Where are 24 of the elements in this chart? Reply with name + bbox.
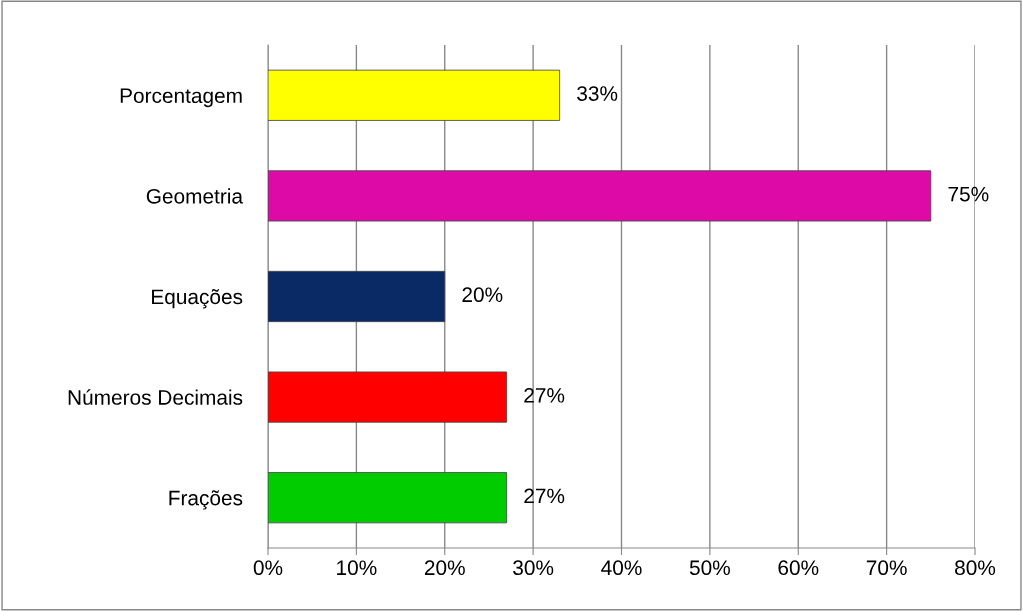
x-tick-label: 80% — [955, 560, 996, 576]
x-tick-label: 40% — [601, 560, 642, 576]
y-tick-label: Equações — [152, 289, 243, 309]
bar — [268, 170, 932, 222]
y-tick-label: Números Decimais — [68, 389, 243, 405]
x-tick-label: 60% — [778, 560, 819, 576]
x-tick-label: 0% — [253, 560, 283, 576]
x-tick-label: 10% — [337, 560, 377, 576]
bar — [268, 270, 446, 323]
x-tick-label: 30% — [513, 560, 554, 576]
y-tick-label: Frações — [169, 490, 243, 510]
data-label: 20% — [462, 287, 503, 303]
x-tick-label: 20% — [424, 560, 465, 576]
data-label: 75% — [948, 186, 989, 202]
data-label: 27% — [524, 488, 565, 504]
data-label: 33% — [577, 86, 618, 101]
data-label: 27% — [524, 387, 565, 403]
bar — [268, 472, 508, 524]
x-tick-label: 50% — [689, 560, 730, 576]
bar — [268, 371, 508, 423]
bar — [268, 69, 561, 121]
y-tick-label: Geometria — [146, 188, 244, 204]
y-tick-label: Porcentagem — [120, 88, 242, 108]
x-tick-label: 70% — [866, 560, 907, 576]
